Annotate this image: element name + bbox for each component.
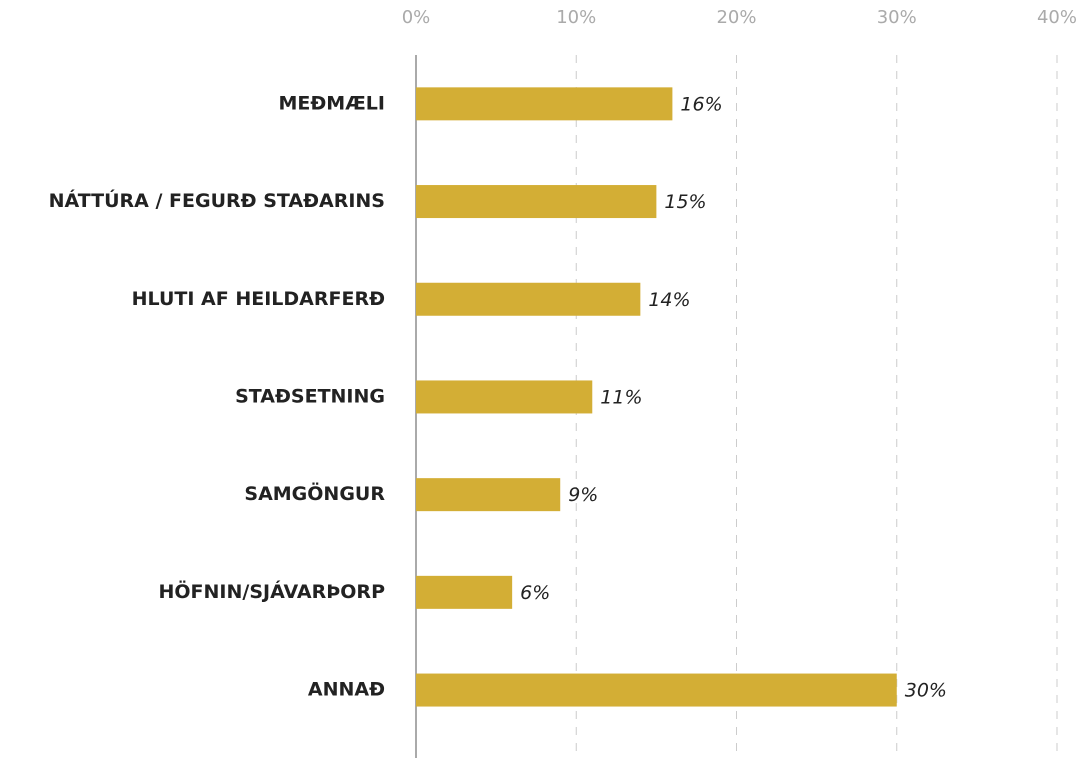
category-label: HÖFNIN/SJÁVARÞORP [159,579,386,603]
value-label: 14% [648,289,690,311]
x-tick-label: 10% [556,7,596,28]
bar [416,380,593,414]
value-label: 15% [664,191,706,213]
bar [416,575,513,609]
x-tick-label: 30% [877,7,917,28]
bar [416,87,673,121]
category-label: SAMGÖNGUR [244,481,385,505]
x-tick-label: 40% [1037,7,1077,28]
value-label: 30% [905,680,947,702]
value-label: 11% [600,386,642,408]
x-tick-label: 20% [716,7,756,28]
value-label: 6% [520,582,550,604]
category-label: NÁTTÚRA / FEGURÐ STAÐARINS [49,188,385,212]
category-label: HLUTI AF HEILDARFERÐ [132,288,385,310]
category-label: ANNAÐ [308,679,385,701]
x-tick-label: 0% [402,7,431,28]
bar [416,282,641,316]
category-label: STAÐSETNING [235,385,385,407]
value-label: 16% [680,93,722,115]
value-label: 9% [568,484,598,506]
category-label: MEÐMÆLI [278,92,385,114]
bar [416,185,657,219]
bar [416,673,897,707]
bar [416,478,561,512]
